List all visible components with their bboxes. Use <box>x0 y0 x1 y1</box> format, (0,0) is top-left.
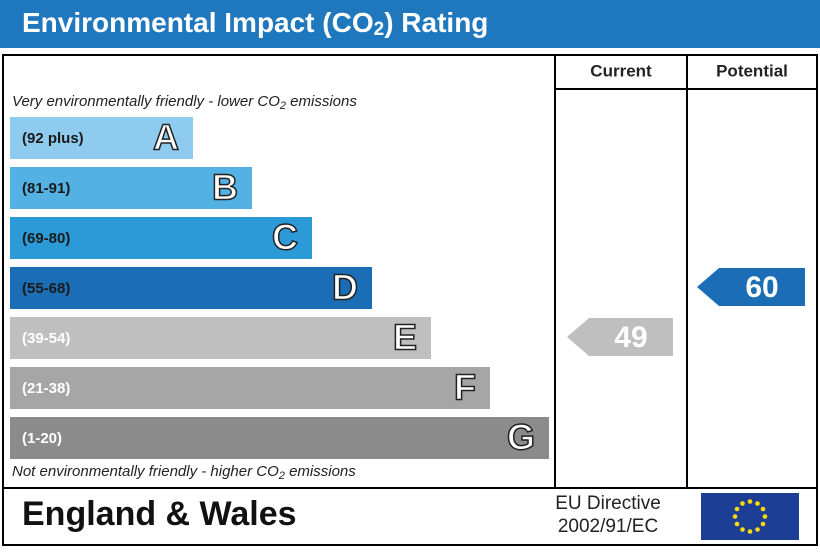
band-letter: F <box>454 367 476 408</box>
rating-arrow <box>567 318 673 356</box>
eu-star <box>740 527 745 532</box>
region: England & Wales <box>22 495 297 533</box>
band-bar <box>10 117 193 159</box>
band-letter: G <box>507 417 535 458</box>
note-sub: 2 <box>279 100 286 112</box>
rating-arrow <box>697 268 805 306</box>
bands: (92 plus) A (81-91) B (69-80) C (55-68) D (39-54… <box>10 116 549 459</box>
title-sub: 2 <box>374 19 385 40</box>
potential-header: Potential <box>716 61 788 80</box>
eu-star <box>755 527 760 532</box>
note-part: Very environmentally friendly - lower CO <box>12 93 280 110</box>
note-part: emissions <box>285 463 356 480</box>
current-header: Current <box>590 61 652 80</box>
title-part: Environmental Impact (CO <box>22 7 374 38</box>
eu-star <box>755 501 760 506</box>
eu-star <box>734 521 740 527</box>
note-sub: 2 <box>278 470 285 482</box>
eu-star <box>732 514 738 519</box>
note-part: emissions <box>286 93 357 110</box>
band-letter: C <box>272 217 298 258</box>
band-range: (1-20) <box>22 430 62 447</box>
bottom-note: Not environmentally friendly - higher CO… <box>12 463 356 482</box>
band-letter: D <box>332 267 358 308</box>
directive: EU Directive <box>555 493 661 514</box>
band-range: (69-80) <box>22 230 70 247</box>
top-note: Very environmentally friendly - lower CO… <box>12 93 357 112</box>
band-letter: B <box>212 167 238 208</box>
title: Environmental Impact (CO2) Rating <box>22 7 488 40</box>
note-part: Not environmentally friendly - higher CO <box>12 463 279 480</box>
eu-star <box>747 499 753 504</box>
title-bar <box>0 0 820 48</box>
band-bar <box>10 217 312 259</box>
directive: 2002/91/EC <box>558 516 658 537</box>
title-part: ) Rating <box>384 7 488 38</box>
arrows: 49 60 <box>567 268 805 356</box>
band-range: (21-38) <box>22 380 70 397</box>
band-bar <box>10 317 431 359</box>
eu-star <box>760 521 766 527</box>
band-bar <box>10 417 549 459</box>
eu-star <box>747 529 753 534</box>
rating-value: 49 <box>614 321 647 354</box>
band-bar <box>10 267 372 309</box>
band-range: (55-68) <box>22 280 70 297</box>
eu-star <box>734 506 740 512</box>
eu-star <box>760 506 766 512</box>
eu-star <box>740 501 745 506</box>
rating-value: 60 <box>745 271 778 304</box>
band-range: (39-54) <box>22 330 70 347</box>
band-bar <box>10 167 252 209</box>
eu-star <box>762 514 768 519</box>
band-range: (81-91) <box>22 180 70 197</box>
band-letter: A <box>153 117 179 158</box>
band-bar <box>10 367 490 409</box>
band-range: (92 plus) <box>22 130 84 147</box>
frame <box>2 54 818 546</box>
band-letter: E <box>393 317 417 358</box>
eu-stars <box>732 499 768 534</box>
